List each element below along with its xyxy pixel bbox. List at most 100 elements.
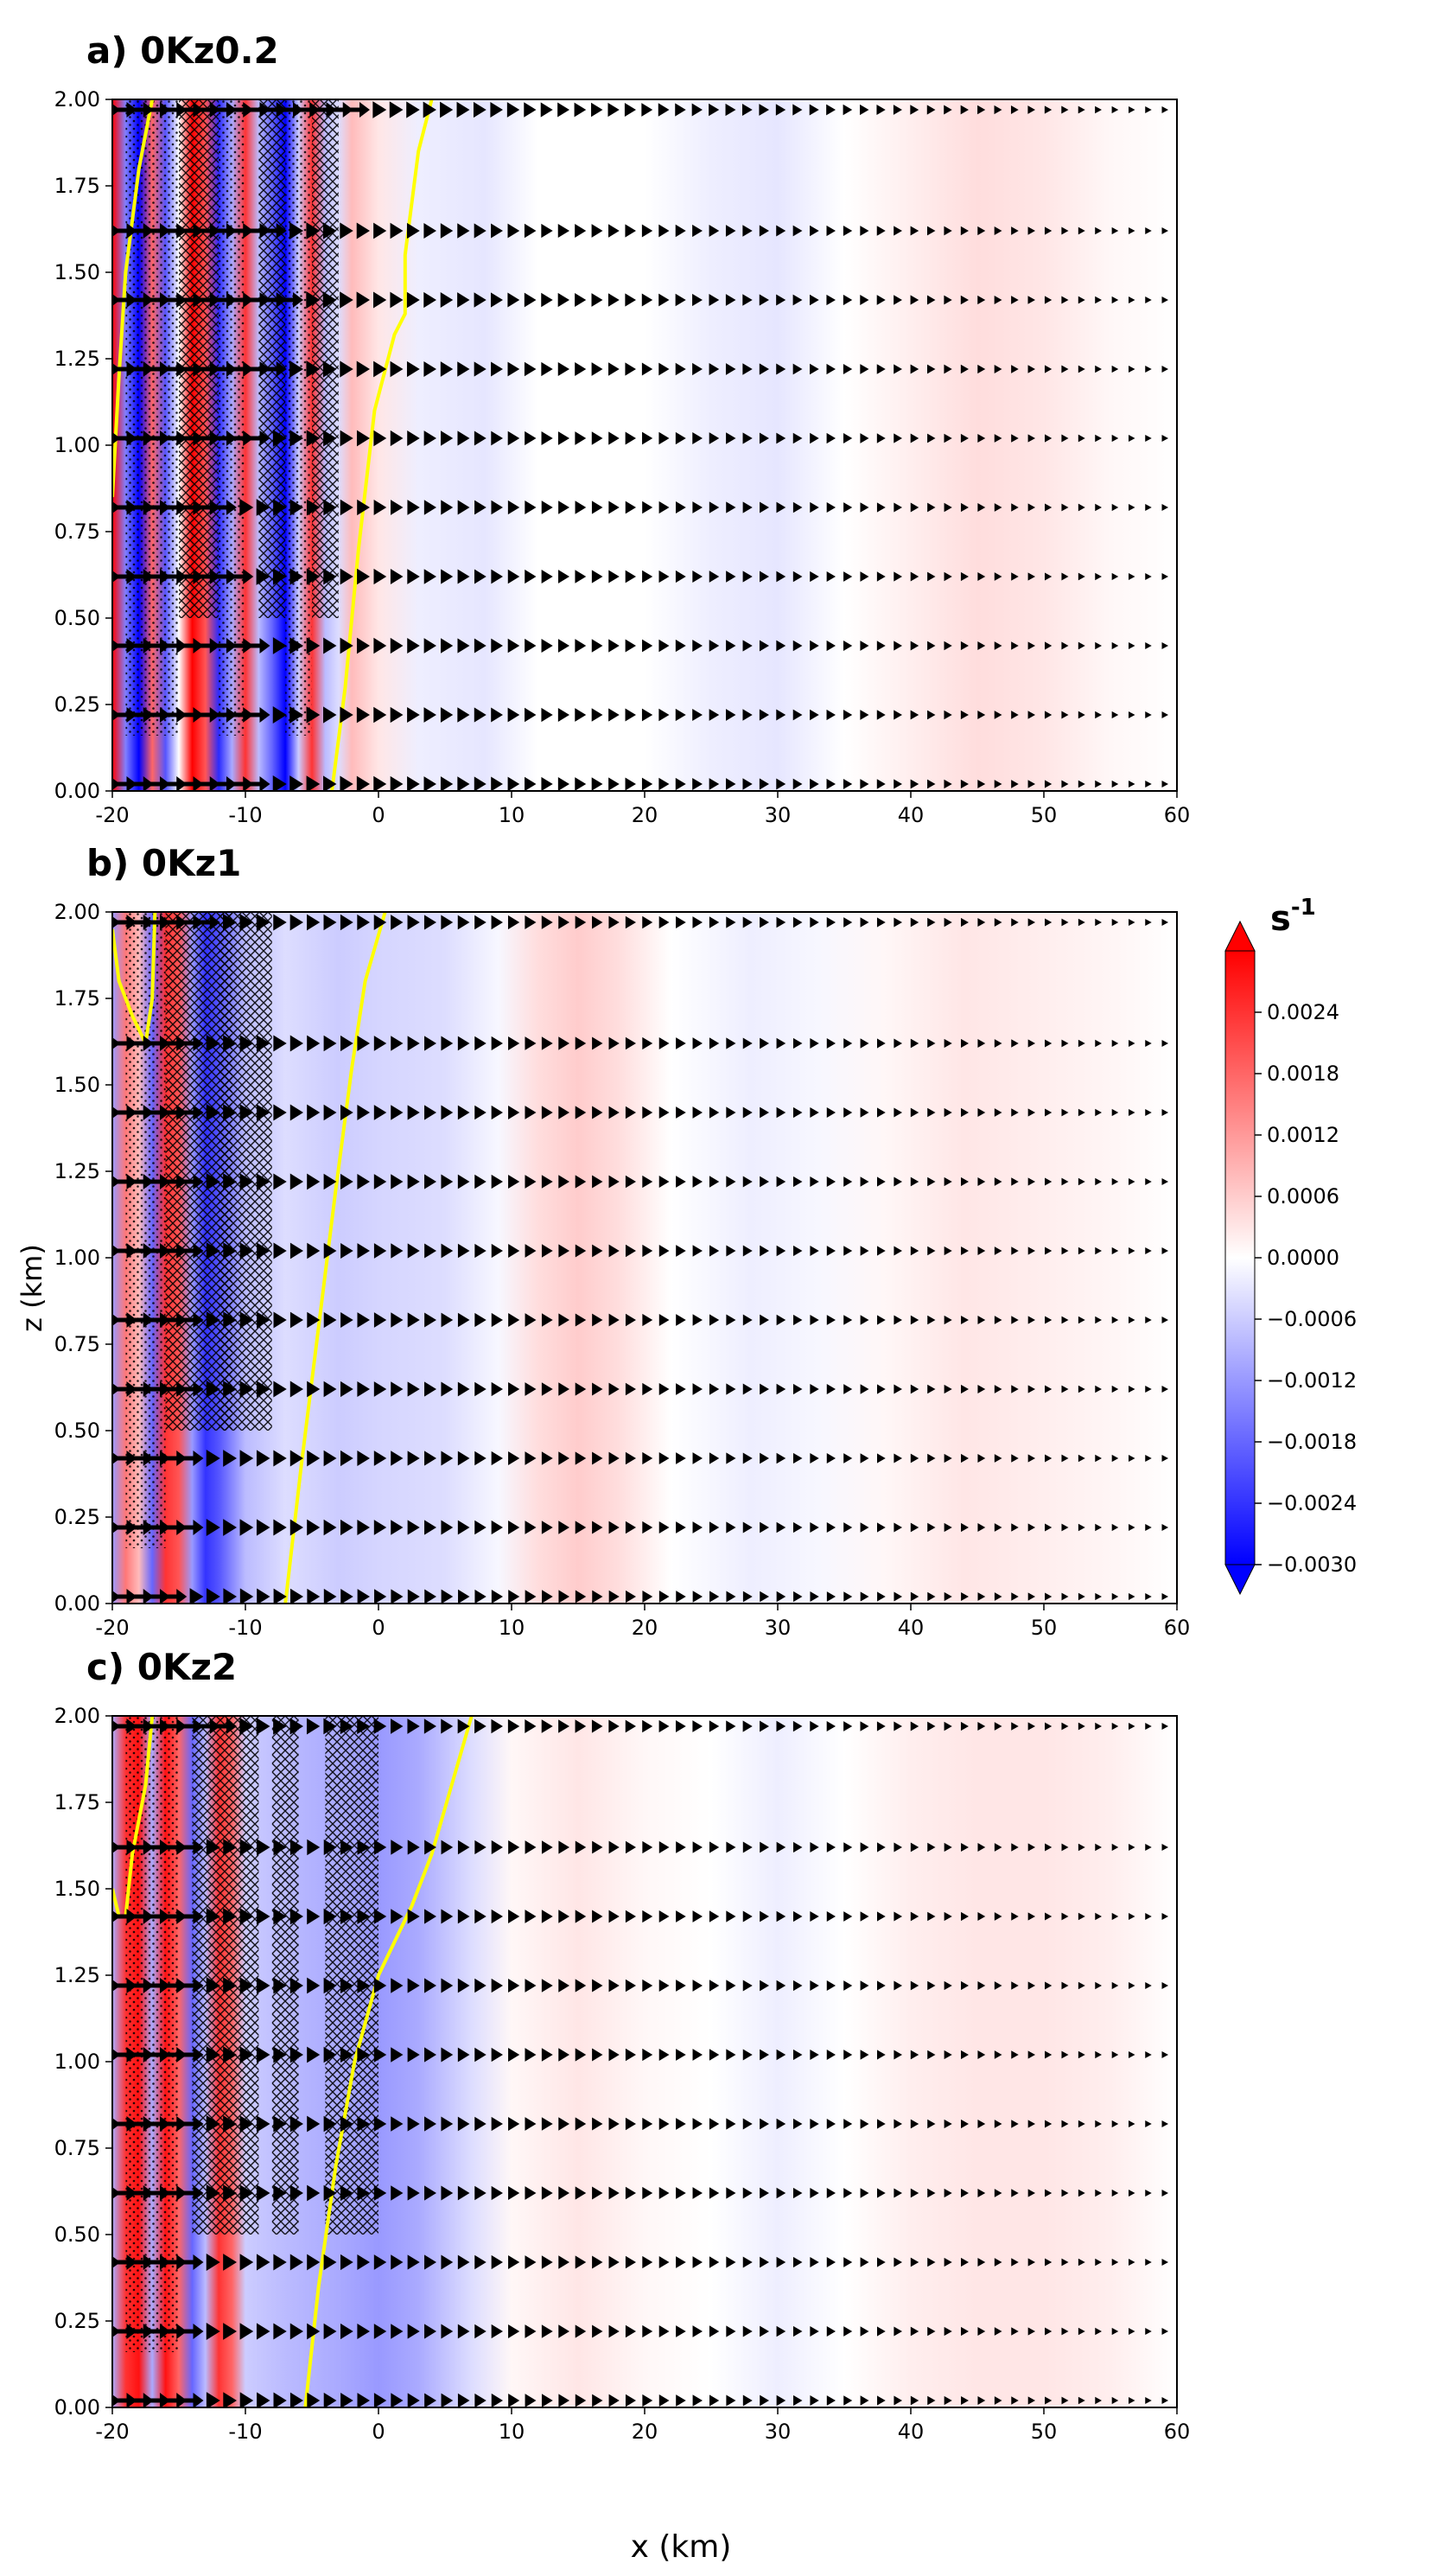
panel-c-wind-vector: [474, 2254, 487, 2270]
panel-b-wind-vector: [793, 1245, 803, 1257]
panel-a-wind-vector: [356, 706, 370, 724]
panel-b-wind-vector: [625, 1175, 636, 1189]
panel-a-wind-vector: [356, 775, 370, 791]
panel-b-wind-vector: [826, 1315, 836, 1325]
panel-c-wind-vector: [474, 2116, 487, 2132]
panel-a-wind-vector: [524, 223, 537, 239]
panel-c-wind-vector: [373, 2254, 387, 2270]
panel-b-wind-vector: [1095, 1385, 1102, 1393]
panel-c-wind-vector: [709, 2394, 720, 2407]
x-axis-label: x (km): [631, 2529, 732, 2565]
panel-b-wind-vector: [944, 1315, 952, 1325]
panel-c-wind-vector: [239, 2046, 254, 2063]
panel-a-wind-vector: [658, 501, 670, 514]
panel-a-wind-vector: [876, 502, 886, 513]
panel-c-wind-vector: [860, 1842, 869, 1852]
panel-c-wind-vector: [642, 1840, 653, 1854]
panel-b-wind-vector: [910, 917, 919, 928]
panel-a-wind-vector: [810, 640, 819, 652]
panel-b-x-tick-label: 50: [1031, 1616, 1058, 1640]
panel-a-wind-vector: [1128, 641, 1135, 650]
panel-b-wind-vector: [525, 1590, 537, 1604]
panel-b-wind-vector: [1078, 1247, 1085, 1255]
panel-b-wind-vector: [742, 916, 753, 928]
panel-b-wind-vector: [407, 1312, 420, 1328]
panel-b-wind-vector: [961, 917, 969, 928]
panel-a-wind-vector: [910, 105, 919, 115]
panel-a-wind-vector: [1145, 296, 1152, 304]
panel-b-wind-vector: [1111, 1454, 1119, 1463]
panel-b-wind-vector: [776, 1314, 786, 1326]
panel-c-wind-vector: [1078, 2189, 1085, 2197]
panel-c-wind-vector: [1027, 1981, 1035, 1990]
panel-c-wind-vector: [1061, 2258, 1069, 2267]
panel-b-wind-vector: [307, 1450, 321, 1467]
panel-b-wind-vector: [323, 1450, 337, 1467]
panel-b-wind-vector: [177, 1451, 204, 1466]
panel-b-wind-vector: [592, 1451, 603, 1465]
panel-a-wind-vector: [625, 293, 636, 307]
panel-b-wind-vector: [357, 1173, 370, 1190]
panel-a-wind-vector: [143, 430, 170, 446]
panel-b-wind-vector: [441, 1381, 454, 1397]
panel-b-wind-vector: [944, 917, 952, 928]
panel-a-wind-vector: [306, 499, 321, 516]
panel-a-wind-vector: [977, 710, 986, 720]
panel-a-wind-vector: [340, 637, 353, 654]
panel-b-wind-vector: [223, 1035, 237, 1052]
panel-b-wind-vector: [239, 1380, 254, 1398]
panel-b-wind-vector: [1045, 1523, 1053, 1532]
panel-b-wind-vector: [391, 1451, 404, 1466]
panel-a-wind-vector: [1061, 572, 1069, 581]
panel-a-wind-vector: [1111, 434, 1119, 443]
panel-a-wind-vector: [843, 433, 853, 443]
panel-a-wind-vector: [390, 775, 404, 791]
panel-a-wind-vector: [843, 641, 853, 651]
panel-c-wind-vector: [541, 1719, 553, 1733]
panel-c-wind-vector: [1145, 2120, 1152, 2128]
panel-c-wind-vector: [625, 2186, 636, 2200]
panel-b-wind-vector: [575, 1036, 587, 1050]
panel-b-wind-vector: [1027, 1039, 1035, 1048]
panel-b-wind-vector: [608, 1313, 620, 1327]
panel-a-wind-vector: [272, 706, 287, 724]
panel-a-wind-vector: [227, 569, 254, 584]
panel-a-wind-vector: [406, 291, 420, 309]
panel-c-wind-vector: [575, 2394, 587, 2407]
panel-c-wind-vector: [977, 1981, 986, 1990]
panel-c-wind-vector: [491, 1840, 503, 1855]
panel-a-wind-vector: [759, 294, 769, 306]
panel-c-wind-vector: [961, 2257, 969, 2267]
panel-b-wind-vector: [256, 1519, 270, 1536]
panel-c-wind-vector: [994, 1912, 1002, 1921]
panel-b-wind-vector: [457, 1036, 470, 1051]
panel-a-wind-vector: [624, 103, 636, 117]
panel-a-wind-vector: [792, 294, 803, 306]
panel-c-wind-vector: [273, 2323, 287, 2340]
panel-c-wind-vector: [1045, 1912, 1053, 1921]
panel-b-wind-vector: [391, 915, 404, 930]
panel-a-wind-vector: [1078, 296, 1085, 304]
panel-c-wind-vector: [357, 1977, 370, 1994]
panel-c-wind-vector: [1145, 2327, 1152, 2336]
panel-b-wind-vector: [289, 1380, 303, 1398]
panel-c-wind-vector: [658, 2117, 670, 2131]
panel-b-wind-vector: [1061, 1454, 1069, 1463]
panel-b-wind-vector: [558, 1451, 569, 1465]
panel-b-wind-vector: [575, 1175, 587, 1189]
panel-a-wind-vector: [491, 361, 503, 377]
panel-c-wind-vector: [373, 1909, 387, 1924]
panel-c-wind-vector: [407, 2393, 420, 2407]
panel-b-wind-vector: [391, 1589, 404, 1604]
panel-a-wind-vector: [574, 102, 587, 118]
panel-c-wind-vector: [894, 1911, 902, 1922]
panel-a-wind-vector: [625, 708, 636, 722]
panel-a-wind-vector: [356, 430, 370, 447]
panel-c-wind-vector: [508, 2254, 520, 2270]
panel-a-wind-vector: [1095, 711, 1102, 719]
panel-b-wind-vector: [642, 1451, 653, 1465]
panel-c-wind-vector: [592, 2394, 603, 2407]
panel-c-wind-vector: [776, 1910, 786, 1922]
panel-b-wind-vector: [206, 1035, 220, 1052]
panel-b-wind-vector: [642, 1521, 653, 1534]
